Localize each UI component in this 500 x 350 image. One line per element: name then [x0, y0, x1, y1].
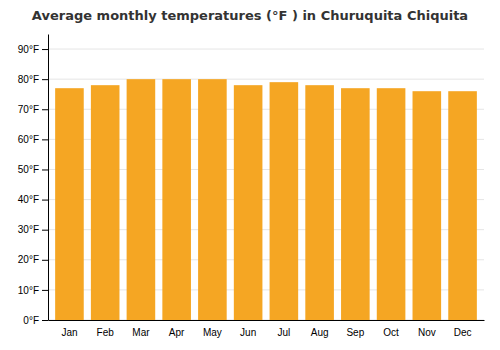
tick-mark — [42, 109, 48, 110]
tick-mark — [42, 169, 48, 170]
bars — [55, 79, 477, 320]
title: Average monthly temperatures (°F ) in Ch… — [32, 8, 468, 23]
tick-mark — [42, 260, 48, 261]
bar — [162, 79, 191, 320]
x-tick: Jul — [277, 327, 290, 338]
axis-line — [49, 320, 485, 321]
tick-label: Dec — [454, 327, 472, 338]
tick-mark — [42, 200, 48, 201]
y-tick: 10°F — [18, 285, 48, 296]
x-tick: Aug — [311, 327, 329, 338]
y-tick: 90°F — [18, 44, 48, 55]
tick-mark — [42, 320, 48, 321]
plot-area: 0°F 10°F 20°F 30°F 40°F 50°F 60°F 70°F 80°F 90°F J… — [18, 35, 485, 339]
bar — [305, 85, 334, 320]
tick-mark — [42, 290, 48, 291]
chart-svg: 0°F 10°F 20°F 30°F 40°F 50°F 60°F 70°F 80°F 90°F J… — [0, 0, 500, 350]
tick-label: 10°F — [18, 285, 39, 296]
tick-label: Nov — [418, 327, 436, 338]
tick-mark — [42, 79, 48, 80]
x-tick: Sep — [346, 327, 364, 338]
y-axis: 0°F 10°F 20°F 30°F 40°F 50°F 60°F 70°F 80°F 90°F — [18, 35, 49, 326]
tick-label: Apr — [169, 327, 185, 338]
bar — [234, 85, 263, 320]
tick-label: 20°F — [18, 254, 39, 265]
tick-label: Sep — [346, 327, 364, 338]
bar — [55, 88, 84, 320]
tick-label: 0°F — [23, 315, 39, 326]
x-tick: Feb — [97, 327, 115, 338]
tick-label: Jan — [61, 327, 77, 338]
tick-label: Mar — [132, 327, 150, 338]
tick-label: 80°F — [18, 74, 39, 85]
grid — [48, 49, 484, 320]
bar — [270, 82, 299, 320]
tick-label: Jul — [277, 327, 290, 338]
x-tick: Nov — [418, 327, 436, 338]
tick-label: Jun — [240, 327, 256, 338]
y-tick: 40°F — [18, 194, 48, 205]
tick-mark — [42, 49, 48, 50]
chart-container: 0°F 10°F 20°F 30°F 40°F 50°F 60°F 70°F 80°F 90°F J… — [0, 0, 500, 350]
y-tick: 70°F — [18, 104, 48, 115]
tick-mark — [42, 230, 48, 231]
bar — [91, 85, 120, 320]
x-axis: Jan Feb Mar Apr May Jun Jul Aug Sep Oct Nov Dec — [49, 321, 485, 339]
y-tick: 0°F — [23, 315, 48, 326]
tick-label: 60°F — [18, 134, 39, 145]
bar — [127, 79, 156, 320]
bar — [448, 91, 477, 320]
y-tick: 60°F — [18, 134, 48, 145]
y-tick: 50°F — [18, 164, 48, 175]
tick-label: 40°F — [18, 194, 39, 205]
x-tick: Dec — [454, 327, 472, 338]
x-tick: Oct — [383, 327, 399, 338]
bar — [341, 88, 370, 320]
tick-label: Feb — [97, 327, 115, 338]
x-tick: May — [203, 327, 222, 338]
tick-label: 70°F — [18, 104, 39, 115]
y-tick: 30°F — [18, 224, 48, 235]
x-tick: Jun — [240, 327, 256, 338]
bar — [198, 79, 227, 320]
y-tick: 80°F — [18, 74, 48, 85]
x-tick: Mar — [132, 327, 150, 338]
grid-line — [48, 49, 484, 50]
tick-label: 90°F — [18, 44, 39, 55]
bar — [413, 91, 442, 320]
tick-label: 50°F — [18, 164, 39, 175]
y-tick: 20°F — [18, 254, 48, 265]
bar — [377, 88, 406, 320]
tick-label: 30°F — [18, 224, 39, 235]
x-tick: Apr — [169, 327, 185, 338]
tick-label: Aug — [311, 327, 329, 338]
grid-line — [48, 79, 484, 80]
tick-label: Oct — [383, 327, 399, 338]
tick-mark — [42, 139, 48, 140]
axis-line — [48, 35, 49, 321]
tick-label: May — [203, 327, 222, 338]
x-tick: Jan — [61, 327, 77, 338]
